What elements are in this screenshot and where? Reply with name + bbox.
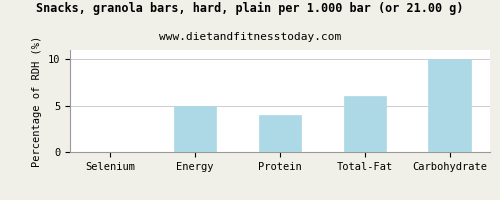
Text: Snacks, granola bars, hard, plain per 1.000 bar (or 21.00 g): Snacks, granola bars, hard, plain per 1.… <box>36 2 464 15</box>
Bar <box>428 59 471 152</box>
Bar <box>259 115 301 152</box>
Bar <box>174 106 216 152</box>
Bar <box>344 96 386 152</box>
Text: www.dietandfitnesstoday.com: www.dietandfitnesstoday.com <box>159 32 341 42</box>
Y-axis label: Percentage of RDH (%): Percentage of RDH (%) <box>32 35 42 167</box>
